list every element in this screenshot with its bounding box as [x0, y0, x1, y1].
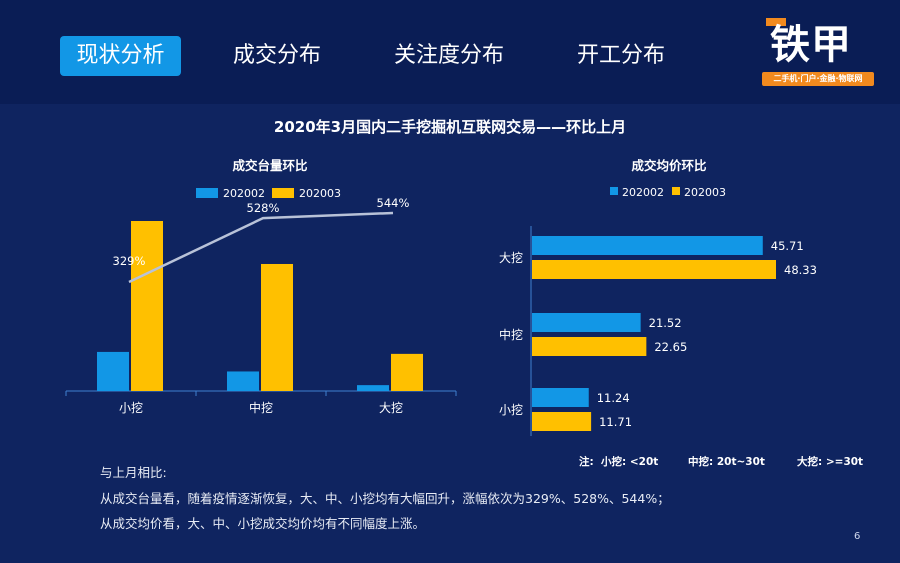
chart2-category-label-大挖: 大挖	[499, 250, 523, 265]
logo-accent-mark	[766, 18, 786, 26]
chart1-title: 成交台量环比	[232, 158, 308, 173]
tab-operation-distribution[interactable]: 开工分布	[576, 43, 665, 68]
page-title: 2020年3月国内二手挖掘机互联网交易——环比上月	[273, 118, 627, 136]
brand-logo: 铁甲 二手机·门户·金融·物联网	[762, 12, 874, 90]
chart1-bar-202002-中挖	[227, 371, 259, 391]
chart2-legend-swatch-202003	[672, 187, 680, 195]
chart2-bar-202003-中挖	[532, 337, 647, 356]
chart1-growth-label-2: 544%	[377, 196, 410, 210]
chart1-bar-202002-大挖	[357, 385, 389, 391]
chart2-value-label-202003-中挖: 22.65	[654, 340, 687, 354]
logo-tagline: 二手机·门户·金融·物联网	[762, 72, 874, 86]
chart2-category-label-小挖: 小挖	[499, 402, 523, 417]
chart2-legend-label-202003: 202003	[684, 186, 726, 199]
chart1-category-label-小挖: 小挖	[119, 400, 143, 415]
notes-line-1: 从成交台量看，随着疫情逐渐恢复，大、中、小挖均有大幅回升，涨幅依次为329%、5…	[100, 491, 670, 506]
chart2-legend-label-202002: 202002	[622, 186, 664, 199]
chart2-bar-202002-小挖	[532, 388, 589, 407]
chart1-growth-line	[128, 211, 394, 284]
footnote-item-1: 中挖: 20t~30t	[688, 455, 765, 468]
page-number: 6	[854, 531, 861, 542]
chart2-value-label-202002-中挖: 21.52	[649, 316, 682, 330]
chart2-category-label-中挖: 中挖	[499, 327, 523, 342]
chart1-legend-swatch-202002	[196, 188, 218, 198]
chart2-bar-202003-大挖	[532, 260, 776, 279]
notes-line-2: 从成交均价看，大、中、小挖成交均价均有不同幅度上涨。	[100, 516, 426, 531]
chart1-category-label-中挖: 中挖	[249, 400, 273, 415]
chart1-bar-202003-中挖	[261, 263, 293, 391]
notes-heading: 与上月相比:	[100, 465, 167, 480]
chart1-category-label-大挖: 大挖	[379, 400, 403, 415]
chart1-bar-202003-大挖	[391, 353, 423, 391]
chart2-value-label-202002-大挖: 45.71	[771, 239, 804, 253]
chart2-title: 成交均价环比	[631, 158, 707, 173]
chart1-legend-label-202002: 202002	[223, 187, 265, 200]
chart2-bar-202003-小挖	[532, 412, 592, 431]
chart1-legend-label-202003: 202003	[299, 187, 341, 200]
chart1-growth-label-1: 528%	[247, 201, 280, 215]
footnote-item-0: 小挖: <20t	[600, 455, 658, 468]
chart1-legend-swatch-202003	[272, 188, 294, 198]
logo-title: 铁甲	[770, 22, 852, 68]
chart1-growth-label-0: 329%	[113, 254, 146, 268]
tab-status-analysis[interactable]: 现状分析	[60, 36, 181, 76]
chart2-bar-202002-大挖	[532, 236, 763, 255]
footnote-prefix: 注:	[579, 455, 594, 468]
chart2-value-label-202002-小挖: 11.24	[597, 391, 630, 405]
tab-deal-distribution[interactable]: 成交分布	[232, 43, 321, 68]
tab-attention-distribution[interactable]: 关注度分布	[393, 43, 504, 68]
footnote-item-2: 大挖: >=30t	[797, 455, 863, 468]
chart1-bar-202003-小挖	[131, 221, 163, 391]
chart2-value-label-202003-大挖: 48.33	[784, 263, 817, 277]
chart2-bar-202002-中挖	[532, 313, 641, 332]
chart1-bar-202002-小挖	[97, 351, 129, 391]
chart2-legend-swatch-202002	[610, 187, 618, 195]
chart2-value-label-202003-小挖: 11.71	[599, 415, 632, 429]
